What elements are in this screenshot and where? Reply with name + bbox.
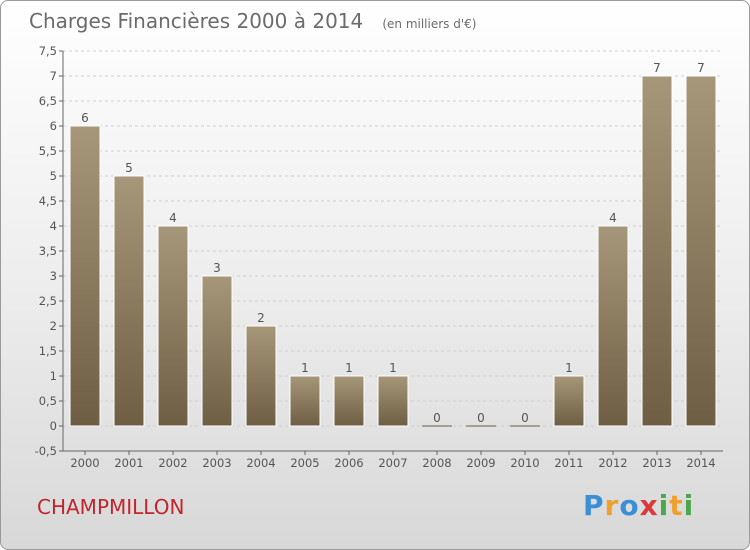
value-label: 4: [609, 211, 617, 225]
bar-2003: [201, 275, 233, 427]
bar-2007: [377, 375, 409, 427]
chart-title: Charges Financières 2000 à 2014: [29, 9, 364, 33]
value-label: 0: [477, 411, 485, 425]
bars: [69, 75, 717, 427]
value-label: 0: [433, 411, 441, 425]
bar-2009: [466, 425, 496, 427]
value-label: 1: [345, 361, 353, 375]
bar-2014: [685, 75, 717, 427]
x-tick-label: 2005: [290, 456, 319, 470]
value-label: 0: [521, 411, 529, 425]
value-label: 2: [257, 311, 265, 325]
commune-name: CHAMPMILLON: [37, 495, 185, 519]
y-tick-label: 6: [50, 119, 57, 133]
y-tick-label: 3: [50, 269, 57, 283]
bar-2001: [113, 175, 145, 427]
x-tick-label: 2010: [510, 456, 539, 470]
bar-2004: [245, 325, 277, 427]
chart-subtitle: (en milliers d'€): [382, 17, 477, 31]
axes: [59, 50, 723, 455]
y-tick-label: 1,5: [39, 344, 57, 358]
value-label: 5: [125, 161, 133, 175]
x-tick-label: 2009: [466, 456, 495, 470]
y-tick-label: 6,5: [39, 94, 57, 108]
logo-letter: i: [658, 489, 670, 522]
logo-letter: r: [604, 489, 620, 522]
logo-letter: P: [583, 489, 605, 522]
value-label: 1: [565, 361, 573, 375]
x-tick-label: 2014: [686, 456, 715, 470]
value-label: 1: [389, 361, 397, 375]
y-tick-label: 0,5: [39, 394, 57, 408]
value-label: 3: [213, 261, 221, 275]
value-label: 4: [169, 211, 177, 225]
logo-letter: t: [669, 489, 684, 522]
x-tick-label: 2000: [70, 456, 99, 470]
y-tick-label: 3,5: [39, 244, 57, 258]
labels: -0,500,511,522,533,544,555,566,577,56200…: [35, 44, 716, 470]
y-tick-label: 7,5: [39, 44, 57, 58]
proxiti-logo: Proxiti: [583, 489, 694, 522]
bar-2005: [289, 375, 321, 427]
x-tick-label: 2013: [642, 456, 671, 470]
logo-letter: i: [683, 489, 695, 522]
bar-2013: [641, 75, 673, 427]
value-label: 7: [653, 61, 661, 75]
title-row: Charges Financières 2000 à 2014 (en mill…: [29, 9, 476, 33]
bar-2006: [333, 375, 365, 427]
x-tick-label: 2006: [334, 456, 363, 470]
value-label: 7: [697, 61, 705, 75]
y-tick-label: 0: [50, 419, 57, 433]
value-label: 6: [81, 111, 89, 125]
x-tick-label: 2007: [378, 456, 407, 470]
logo-letter: o: [619, 489, 640, 522]
logo-letter: x: [639, 489, 659, 522]
y-tick-label: -0,5: [35, 444, 57, 458]
x-tick-label: 2003: [202, 456, 231, 470]
x-tick-label: 2012: [598, 456, 627, 470]
x-tick-label: 2008: [422, 456, 451, 470]
bar-2010: [510, 425, 540, 427]
y-tick-label: 2: [50, 319, 57, 333]
bar-2000: [69, 125, 101, 427]
y-tick-label: 5: [50, 169, 57, 183]
y-tick-label: 5,5: [39, 144, 57, 158]
x-tick-label: 2002: [158, 456, 187, 470]
x-tick-label: 2001: [114, 456, 143, 470]
value-label: 1: [301, 361, 309, 375]
y-tick-label: 1: [50, 369, 57, 383]
bar-2012: [597, 225, 629, 427]
y-tick-label: 4: [50, 219, 57, 233]
y-tick-label: 2,5: [39, 294, 57, 308]
bar-2008: [422, 425, 452, 427]
y-tick-label: 7: [50, 69, 57, 83]
bar-2011: [553, 375, 585, 427]
x-tick-label: 2004: [246, 456, 275, 470]
x-tick-label: 2011: [554, 456, 583, 470]
y-tick-label: 4,5: [39, 194, 57, 208]
bar-2002: [157, 225, 189, 427]
